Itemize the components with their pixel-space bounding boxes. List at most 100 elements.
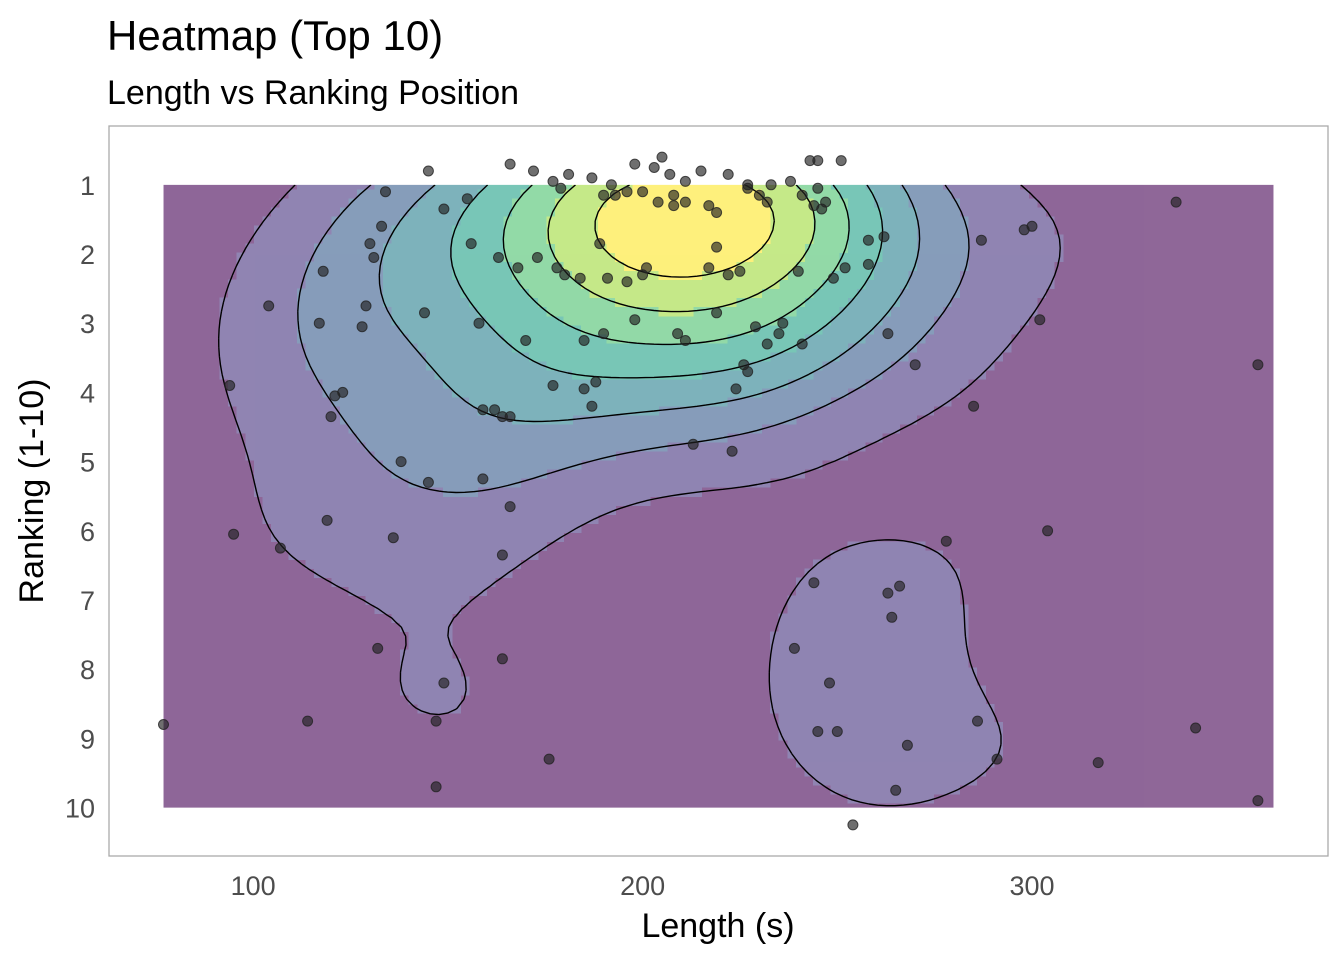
data-point <box>461 193 473 205</box>
data-point <box>862 234 874 246</box>
x-tick-label: 200 <box>620 871 665 901</box>
data-point <box>824 677 835 689</box>
contour-line-2 <box>297 184 970 494</box>
data-point <box>831 726 843 737</box>
data-point <box>1092 757 1104 769</box>
data-point <box>648 162 660 173</box>
data-point <box>477 473 489 485</box>
data-point <box>376 220 388 232</box>
data-point <box>473 317 485 329</box>
data-point <box>337 386 349 398</box>
data-point <box>590 376 602 388</box>
data-point <box>621 186 633 198</box>
x-axis-ticks: 100 200 300 <box>231 871 1055 901</box>
data-point <box>753 189 765 201</box>
data-point <box>695 165 707 177</box>
data-point <box>792 265 804 277</box>
data-point <box>380 186 391 198</box>
data-point <box>504 501 516 513</box>
data-point <box>547 380 559 391</box>
data-point <box>1042 525 1054 537</box>
data-point <box>773 328 785 340</box>
data-point <box>679 196 691 208</box>
data-point <box>656 151 668 163</box>
data-point <box>808 577 820 589</box>
data-point <box>313 317 325 329</box>
data-point <box>602 272 613 284</box>
data-point <box>785 175 796 187</box>
data-point <box>531 252 543 263</box>
data-point <box>664 168 676 180</box>
contour-line-1 <box>218 184 1061 807</box>
data-point <box>563 168 575 180</box>
data-point <box>637 186 649 198</box>
data-point <box>968 400 980 412</box>
data-point <box>722 269 734 281</box>
data-point <box>1034 314 1046 326</box>
data-point <box>158 719 169 730</box>
data-point <box>788 642 800 654</box>
data-point <box>274 542 286 554</box>
data-point <box>438 677 450 689</box>
x-axis-label: Length (s) <box>641 907 794 945</box>
data-point <box>504 411 516 423</box>
data-point <box>722 168 734 180</box>
data-point <box>679 335 691 346</box>
data-point <box>668 200 680 212</box>
data-point <box>890 784 902 796</box>
data-point <box>586 172 598 184</box>
data-point <box>668 189 680 201</box>
data-point <box>629 158 641 170</box>
density-contours <box>163 184 1274 808</box>
data-point <box>734 265 746 277</box>
data-point <box>1252 795 1264 807</box>
data-point <box>672 328 684 340</box>
data-point <box>1026 220 1038 232</box>
data-point <box>594 238 606 250</box>
y-tick-label: 5 <box>80 448 95 478</box>
data-point <box>422 476 434 488</box>
data-point <box>605 179 617 191</box>
data-point <box>901 739 913 751</box>
data-point <box>555 182 567 194</box>
y-tick-label: 7 <box>80 586 95 616</box>
data-point <box>430 781 442 793</box>
data-point <box>711 241 723 253</box>
data-point <box>317 265 329 277</box>
chart-title: Heatmap (Top 10) <box>107 12 443 59</box>
chart-subtitle: Length vs Ranking Position <box>107 74 519 112</box>
data-point <box>364 238 376 250</box>
density-level-8 <box>598 184 771 281</box>
data-point <box>808 200 820 212</box>
data-point <box>687 438 699 450</box>
data-point <box>711 207 723 218</box>
data-point <box>839 262 851 274</box>
data-point <box>325 411 337 423</box>
data-point <box>796 189 808 201</box>
y-tick-label: 1 <box>80 171 95 201</box>
data-point <box>224 380 236 391</box>
data-point <box>847 819 859 831</box>
data-point <box>812 155 824 167</box>
data-point <box>711 307 723 319</box>
data-point <box>504 158 516 170</box>
data-point <box>862 258 874 270</box>
data-point <box>598 328 610 340</box>
data-point <box>586 400 598 412</box>
data-point <box>1190 722 1202 734</box>
data-point <box>742 366 754 378</box>
data-point <box>559 269 571 281</box>
data-point <box>882 587 894 599</box>
data-point <box>302 715 314 727</box>
data-point <box>972 715 983 727</box>
y-axis-label: Ranking (1-10) <box>13 379 51 604</box>
data-point <box>477 404 489 416</box>
data-point <box>652 196 664 208</box>
data-point <box>761 196 773 208</box>
data-point <box>465 238 477 250</box>
data-point <box>493 252 504 263</box>
data-point <box>726 445 738 457</box>
data-point <box>419 307 430 319</box>
data-point <box>395 456 407 468</box>
